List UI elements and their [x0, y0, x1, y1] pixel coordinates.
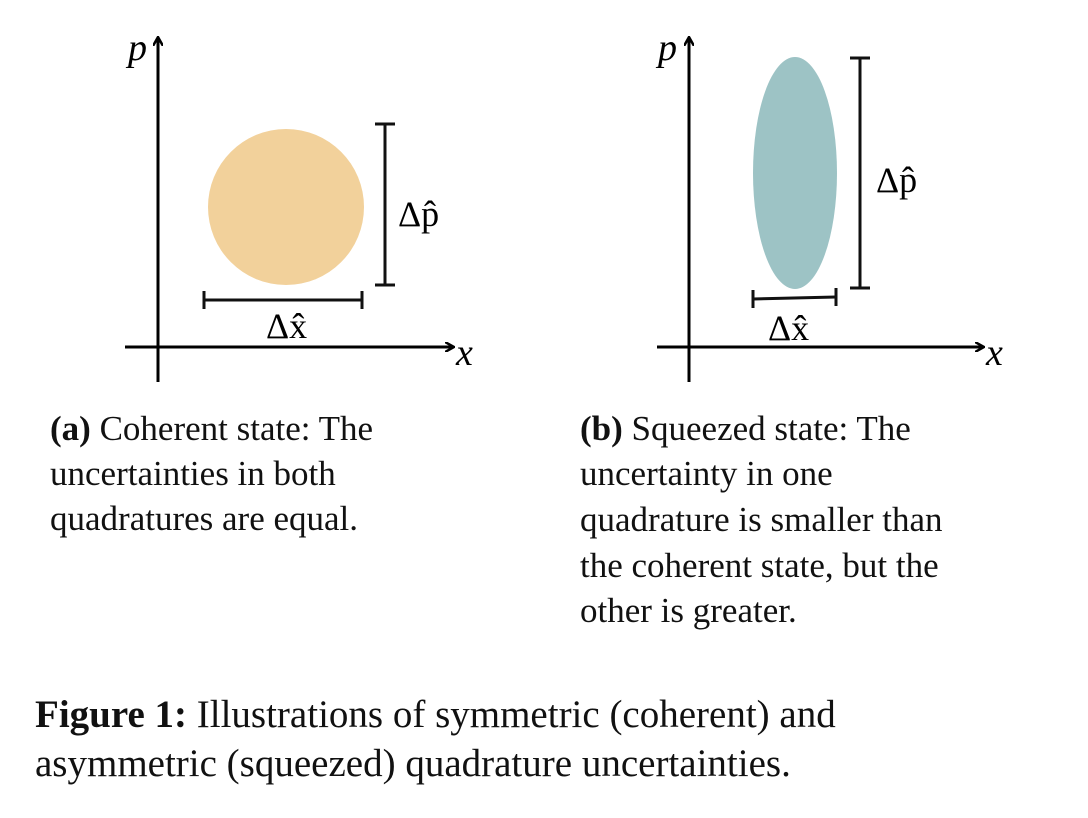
axis-label: p	[655, 27, 677, 69]
subcaption-text: Squeezed state: The	[632, 409, 911, 448]
uncertainty-ellipse	[753, 57, 837, 289]
subcaption-text: Coherent state: The	[100, 409, 373, 448]
subcaption-label: (a)	[50, 409, 91, 448]
subcaption-line: quadrature is smaller than	[580, 500, 943, 539]
delta-x-bar	[202, 291, 364, 309]
subcaption-label: (b)	[580, 409, 623, 448]
subcaption-line: (b) Squeezed state: The	[580, 409, 911, 448]
caption-line: asymmetric (squeezed) quadrature uncerta…	[35, 742, 791, 785]
axis-label: x	[455, 332, 473, 374]
subcaption-line: quadratures are equal.	[50, 499, 358, 538]
subcaption-line: other is greater.	[580, 591, 797, 630]
delta-x-bar	[751, 288, 838, 308]
subcaption-line: (a) Coherent state: The	[50, 409, 373, 448]
delta-p-bar	[850, 56, 870, 290]
delta-p-label: Δp̂	[398, 194, 439, 234]
axis-label: p	[125, 27, 147, 69]
caption-line: Figure 1: Illustrations of symmetric (co…	[35, 693, 836, 736]
panel-a: p x Δp̂ Δx̂	[125, 27, 473, 382]
delta-p-bar	[375, 122, 395, 287]
subcaption-line: the coherent state, but the	[580, 546, 939, 585]
delta-x-label: Δx̂	[768, 308, 809, 348]
caption-text: Illustrations of symmetric (coherent) an…	[197, 693, 836, 736]
subcaption-b: (b) Squeezed state: The uncertainty in o…	[580, 409, 943, 630]
caption-label: Figure 1:	[35, 693, 187, 736]
subcaption-line: uncertainty in one	[580, 454, 833, 493]
panel-b: p x Δp̂ Δx̂	[655, 27, 1003, 382]
figure-caption: Figure 1: Illustrations of symmetric (co…	[35, 693, 836, 785]
uncertainty-circle	[208, 129, 364, 285]
subcaption-a: (a) Coherent state: The uncertainties in…	[50, 409, 373, 538]
delta-p-label: Δp̂	[876, 160, 917, 200]
subcaption-line: uncertainties in both	[50, 454, 336, 493]
delta-x-label: Δx̂	[266, 306, 307, 346]
axis-label: x	[985, 332, 1003, 374]
